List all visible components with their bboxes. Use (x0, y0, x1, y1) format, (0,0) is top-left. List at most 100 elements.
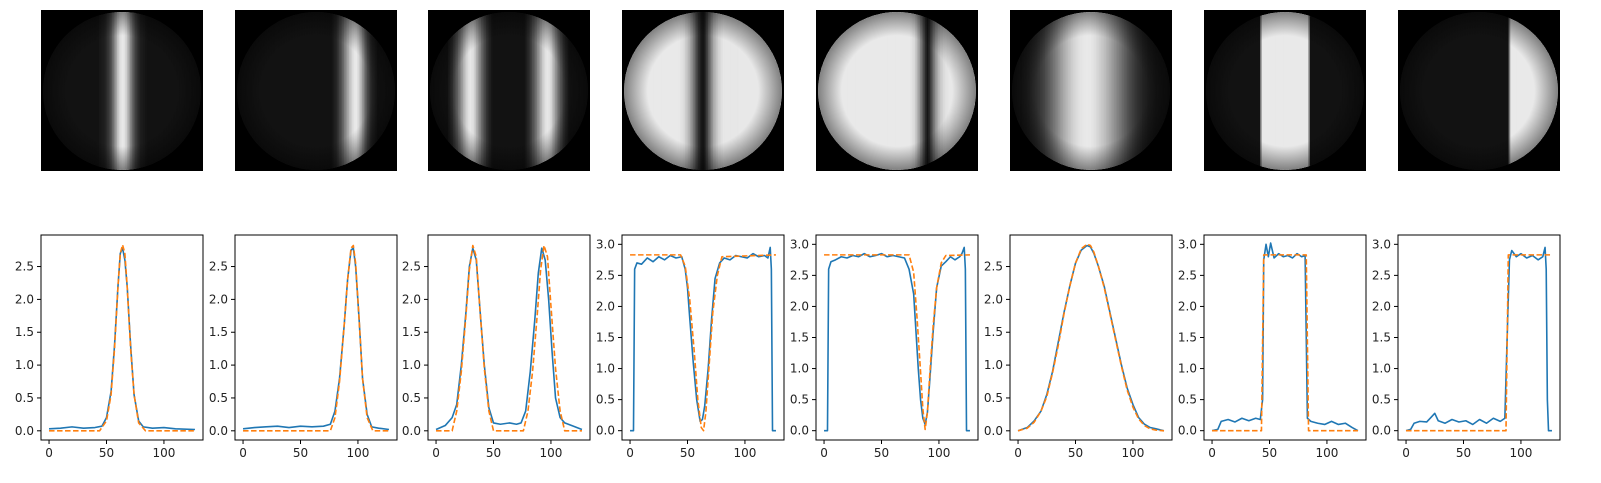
model-line (436, 244, 582, 432)
plot-frame (1397, 234, 1561, 441)
y-tick-label: 2.5 (790, 268, 809, 282)
x-tick-label: 50 (1456, 446, 1471, 460)
profile-image (816, 10, 978, 171)
y-tick-label: 3.0 (1178, 237, 1197, 251)
image-disk (1012, 12, 1170, 170)
plot-frame (1203, 234, 1367, 441)
image-row (41, 10, 1560, 171)
x-tick-label: 100 (1121, 446, 1144, 460)
x-tick-label: 50 (99, 446, 114, 460)
x-tick-label: 50 (1262, 446, 1277, 460)
image-vignette (1400, 12, 1558, 170)
y-tick-label: 1.0 (790, 362, 809, 376)
y-tick-label: 0.5 (1372, 393, 1391, 407)
profile-plot: 0 50 100 0.0 0.5 1.0 1.5 2.0 2.5 3.0 (596, 234, 785, 460)
y-tick-label: 1.0 (402, 358, 421, 372)
image-vignette (624, 12, 782, 170)
y-tick-label: 2.0 (402, 292, 421, 306)
image-vignette (818, 12, 976, 170)
profile-plot: 0 50 100 0.0 0.5 1.0 1.5 2.0 2.5 (984, 234, 1173, 460)
image-disk (624, 12, 782, 170)
y-tick-label: 0.5 (15, 391, 34, 405)
x-tick-label: 100 (733, 446, 756, 460)
plot-frame (815, 234, 979, 441)
y-tick-label: 0.0 (790, 424, 809, 438)
model-line (243, 244, 389, 432)
x-tick-label: 50 (1068, 446, 1083, 460)
x-tick-label: 50 (486, 446, 501, 460)
y-tick-label: 0.5 (1178, 393, 1197, 407)
y-tick-label: 2.0 (790, 299, 809, 313)
x-tick-label: 100 (346, 446, 369, 460)
x-tick-label: 0 (1402, 446, 1410, 460)
x-tick-label: 100 (1509, 446, 1532, 460)
profile-plot: 0 50 100 0.0 0.5 1.0 1.5 2.0 2.5 (15, 234, 204, 460)
profile-plot: 0 50 100 0.0 0.5 1.0 1.5 2.0 2.5 (209, 234, 398, 460)
y-tick-label: 2.5 (209, 260, 228, 274)
profile-image (235, 10, 397, 171)
profile-plot: 0 50 100 0.0 0.5 1.0 1.5 2.0 2.5 3.0 (1178, 234, 1367, 460)
x-tick-label: 0 (626, 446, 634, 460)
model-line (824, 254, 970, 431)
x-tick-label: 100 (927, 446, 950, 460)
y-tick-label: 1.5 (15, 325, 34, 339)
profile-image (428, 10, 590, 171)
y-tick-label: 0.5 (984, 391, 1003, 405)
y-tick-label: 0.5 (209, 391, 228, 405)
y-tick-label: 2.5 (1372, 268, 1391, 282)
model-line (630, 254, 776, 432)
y-tick-label: 2.5 (984, 260, 1003, 274)
x-tick-label: 0 (45, 446, 53, 460)
y-tick-label: 1.0 (15, 358, 34, 372)
measured-line (1017, 244, 1165, 432)
measured-line (1211, 242, 1359, 432)
profile-image (41, 10, 203, 171)
y-tick-label: 1.5 (790, 331, 809, 345)
y-tick-label: 2.0 (209, 292, 228, 306)
y-tick-label: 2.0 (1372, 299, 1391, 313)
x-tick-label: 100 (1315, 446, 1338, 460)
model-line (1212, 254, 1358, 432)
image-vignette (43, 12, 201, 170)
measured-line (1405, 246, 1552, 432)
y-tick-label: 2.5 (596, 268, 615, 282)
x-tick-label: 50 (680, 446, 695, 460)
y-tick-label: 0.5 (402, 391, 421, 405)
y-tick-label: 1.5 (596, 331, 615, 345)
x-tick-label: 0 (1014, 446, 1022, 460)
x-tick-label: 100 (539, 446, 562, 460)
image-disk (430, 12, 588, 170)
model-line (1406, 254, 1552, 432)
image-disk (818, 12, 976, 170)
y-tick-label: 1.0 (596, 362, 615, 376)
profile-plot: 0 50 100 0.0 0.5 1.0 1.5 2.0 2.5 (402, 234, 591, 460)
y-tick-label: 2.0 (15, 292, 34, 306)
image-vignette (237, 12, 395, 170)
y-tick-label: 0.0 (209, 424, 228, 438)
profile-plot: 0 50 100 0.0 0.5 1.0 1.5 2.0 2.5 3.0 (790, 234, 979, 460)
y-tick-label: 3.0 (596, 237, 615, 251)
profile-image (1010, 10, 1172, 171)
y-tick-label: 3.0 (1372, 237, 1391, 251)
y-tick-label: 1.5 (1178, 331, 1197, 345)
y-tick-label: 1.0 (1372, 362, 1391, 376)
measured-line (630, 246, 776, 432)
y-tick-label: 0.5 (596, 393, 615, 407)
y-tick-label: 2.0 (1178, 299, 1197, 313)
x-tick-label: 0 (1208, 446, 1216, 460)
image-vignette (430, 12, 588, 170)
x-tick-label: 0 (432, 446, 440, 460)
y-tick-label: 0.0 (1372, 424, 1391, 438)
y-tick-label: 1.0 (984, 358, 1003, 372)
measured-line (242, 247, 390, 431)
y-tick-label: 1.5 (984, 325, 1003, 339)
y-tick-label: 2.5 (402, 260, 421, 274)
measured-line (435, 247, 583, 431)
y-tick-label: 2.0 (596, 299, 615, 313)
plot-frame (234, 234, 398, 441)
y-tick-label: 0.0 (1178, 424, 1197, 438)
plot-frame (427, 234, 591, 441)
profile-plot: 0 50 100 0.0 0.5 1.0 1.5 2.0 2.5 3.0 (1372, 234, 1561, 460)
y-tick-label: 2.5 (15, 260, 34, 274)
